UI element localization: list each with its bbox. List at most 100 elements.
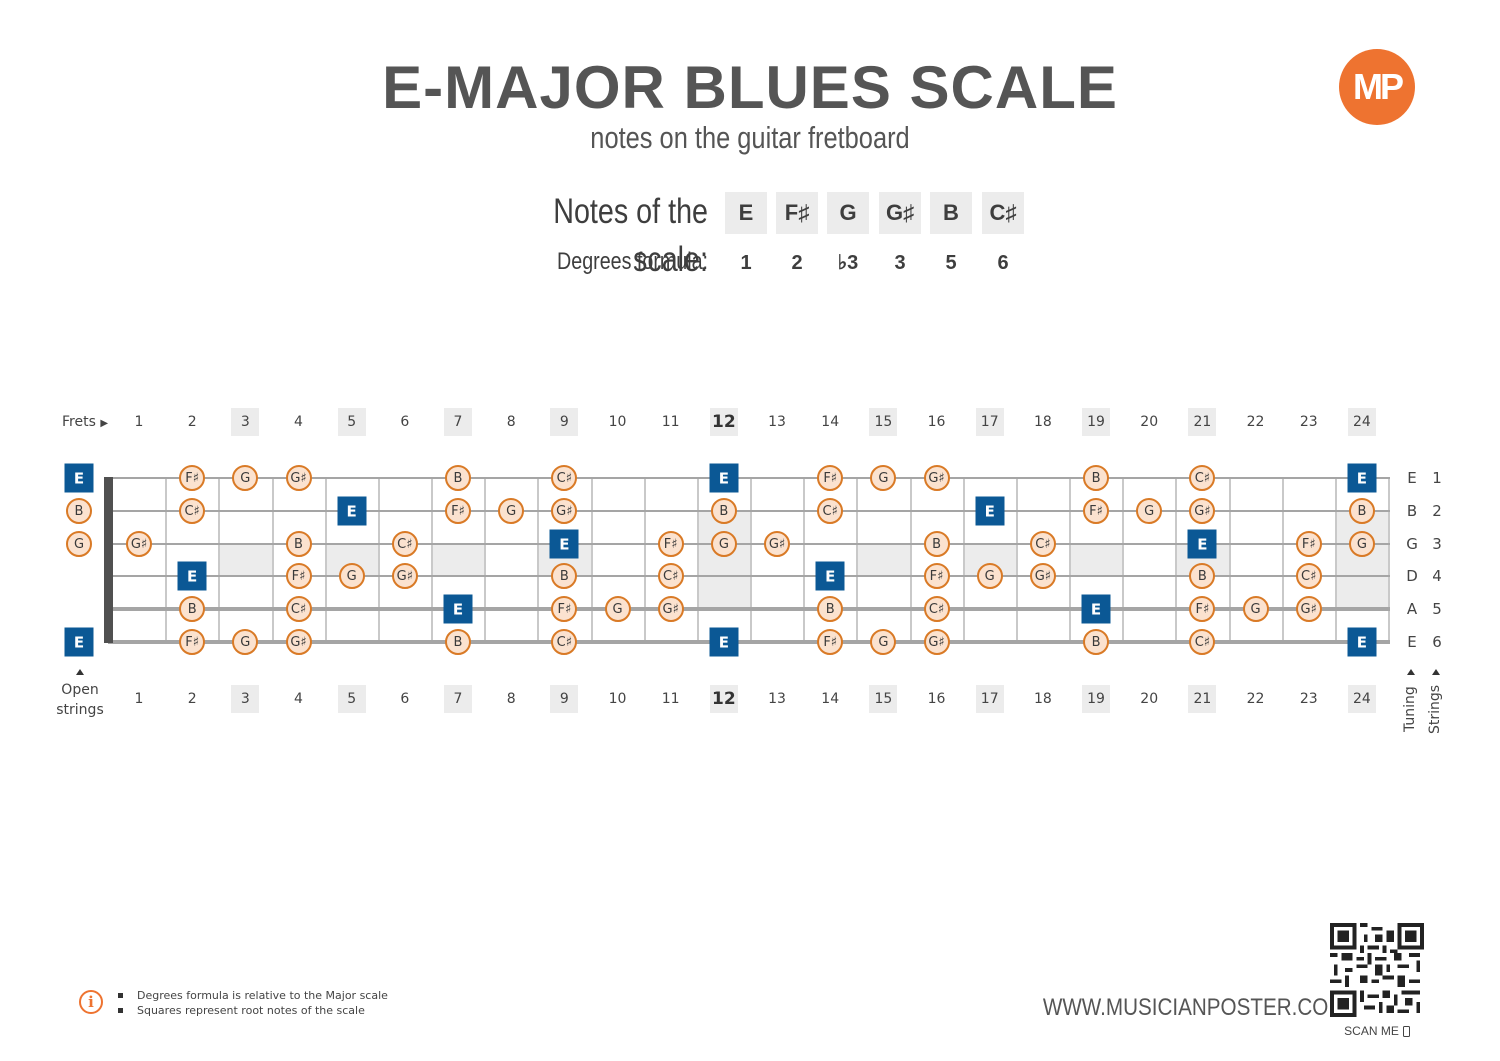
fret-number: 20 [1140, 414, 1159, 430]
guitar-string [108, 542, 1390, 546]
fret-number: 9 [550, 408, 579, 436]
scale-note-box: C♯ [982, 192, 1024, 234]
frets-label: Frets ▶ [62, 414, 109, 430]
fret-number: 13 [768, 414, 786, 430]
string-number: 5 [1432, 600, 1442, 618]
bullet-icon [118, 992, 123, 998]
scale-note-marker: C♯ [551, 629, 578, 655]
scale-note-marker: B [1083, 465, 1110, 491]
scale-note-marker: F♯ [817, 629, 844, 655]
guitar-string [108, 510, 1390, 512]
scale-note-marker: B [1083, 629, 1110, 655]
fret-inlay-double [697, 511, 752, 609]
fret-number: 10 [608, 691, 627, 707]
fret-number: 13 [768, 691, 786, 707]
fret-number: 5 [337, 408, 366, 436]
triangle-up-icon [1407, 669, 1415, 675]
scale-note-marker: G [976, 563, 1003, 589]
fret-number: 8 [506, 691, 516, 707]
scale-note-box: B [930, 192, 972, 234]
fret-number: 17 [975, 685, 1004, 713]
scale-note-box: E [725, 192, 767, 234]
fret-number: 7 [444, 408, 473, 436]
scale-note-marker: G♯ [764, 531, 791, 557]
scale-note-marker: C♯ [1189, 465, 1216, 491]
fret-number: 19 [1082, 408, 1111, 436]
fret-wire [1015, 478, 1018, 643]
strings-label: Strings [1427, 684, 1443, 734]
scale-note-marker: B [551, 563, 578, 589]
scale-degree: 3 [894, 252, 906, 274]
root-note-marker: E [1081, 594, 1111, 624]
fret-number: 16 [927, 691, 946, 707]
scale-note-marker: F♯ [445, 498, 472, 524]
guitar-string [108, 640, 1390, 644]
scale-note-box: G [827, 192, 869, 234]
root-note-marker: E [1347, 463, 1377, 493]
scale-note-marker: G♯ [551, 498, 578, 524]
scale-note-marker: C♯ [657, 563, 684, 589]
fret-number: 22 [1246, 691, 1265, 707]
fret-number: 6 [400, 414, 410, 430]
fret-number: 3 [231, 408, 260, 436]
root-note-marker: E [64, 627, 94, 657]
fret-number: 6 [400, 691, 410, 707]
scale-note-marker: G [338, 563, 365, 589]
fret-wire [537, 478, 540, 643]
fret-number: 12 [709, 685, 738, 713]
root-note-marker: E [64, 463, 94, 493]
scale-note-marker: G♯ [923, 465, 950, 491]
fret-number: 22 [1246, 414, 1265, 430]
phone-icon [1402, 1026, 1410, 1038]
scale-note-marker: G♯ [923, 629, 950, 655]
scale-note-marker: C♯ [179, 498, 206, 524]
scan-me-label: SCAN ME [1330, 1024, 1424, 1038]
string-number: 1 [1432, 469, 1442, 487]
page-subtitle: notes on the guitar fretboard [590, 120, 910, 155]
scale-note-marker: C♯ [1189, 629, 1216, 655]
bullet-icon [118, 1007, 123, 1013]
brand-logo-icon: MP [1339, 49, 1415, 125]
fret-wire [1334, 478, 1337, 643]
scale-note-marker: B [710, 498, 737, 524]
notes-of-scale-label: Notes of the scale: [553, 192, 708, 279]
scale-note-marker: G [710, 531, 737, 557]
string-number: 2 [1432, 502, 1442, 520]
scale-note-marker: C♯ [923, 596, 950, 622]
scale-note-marker: F♯ [551, 596, 578, 622]
qr-code-icon[interactable] [1330, 923, 1424, 1017]
fret-wire [271, 478, 274, 643]
footer-note: Squares represent root notes of the scal… [118, 1003, 365, 1018]
scale-note-marker: B [445, 465, 472, 491]
fret-wire [909, 478, 912, 643]
scale-note-marker: G [1242, 596, 1269, 622]
fret-inlay [1070, 544, 1124, 576]
degrees-formula-label: Degrees formula: [557, 248, 708, 275]
scale-note-marker: G [498, 498, 525, 524]
fret-number: 5 [337, 685, 366, 713]
fret-inlay [219, 544, 273, 576]
website-link[interactable]: WWW.MUSICIANPOSTER.COM [1042, 994, 1346, 1021]
page-title: E-MAJOR BLUES SCALE [382, 54, 1118, 121]
string-number: 6 [1432, 633, 1442, 651]
fret-number: 18 [1033, 691, 1052, 707]
nut [104, 477, 113, 643]
scale-degree: 6 [997, 252, 1009, 274]
scale-note-marker: B [179, 596, 206, 622]
scale-note-marker: F♯ [1295, 531, 1322, 557]
fret-wire [1069, 478, 1072, 643]
scale-note-marker: G [232, 629, 259, 655]
root-note-marker: E [177, 561, 207, 591]
root-note-marker: E [443, 594, 473, 624]
fret-wire [590, 478, 593, 643]
root-note-marker: E [709, 463, 739, 493]
string-tuning: E [1407, 633, 1417, 651]
root-note-marker: E [1347, 627, 1377, 657]
fret-number: 23 [1299, 691, 1318, 707]
fret-wire [643, 478, 646, 643]
fret-inlay-double [1335, 511, 1390, 609]
root-note-marker: E [337, 496, 367, 526]
scale-note-marker: B [817, 596, 844, 622]
fret-wire [377, 478, 380, 643]
scale-note-marker: G♯ [1189, 498, 1216, 524]
